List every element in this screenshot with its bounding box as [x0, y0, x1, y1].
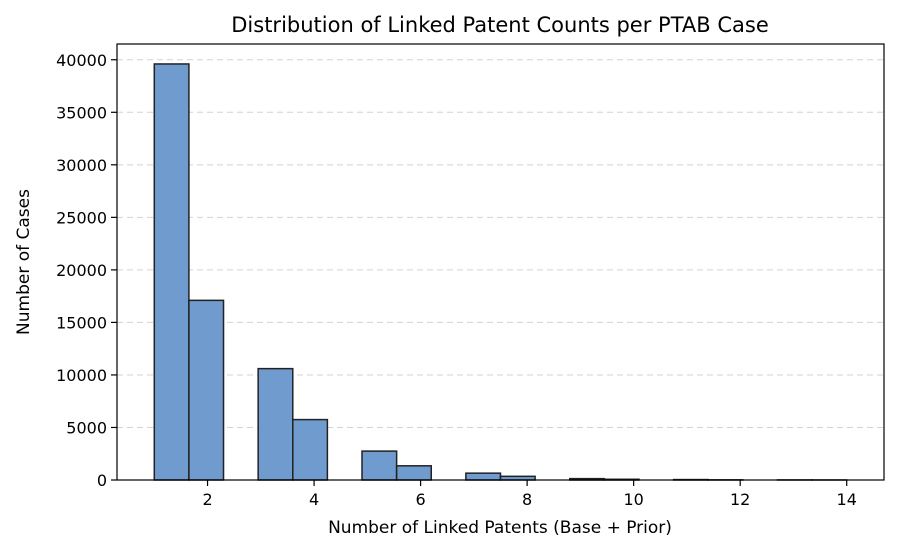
histogram-bar: [257, 367, 294, 481]
histogram-bar: [361, 450, 398, 481]
y-tick-label: 30000: [56, 156, 107, 175]
y-tick-label: 15000: [56, 313, 107, 332]
y-tick-label: 25000: [56, 208, 107, 227]
y-axis-ticks: 0 5000 10000 15000 20000 25000 30000 35000 40000: [56, 51, 117, 490]
x-tick-label: 4: [309, 490, 319, 509]
x-tick-label: 8: [522, 490, 532, 509]
x-tick-label: 14: [837, 490, 857, 509]
x-tick-label: 6: [416, 490, 426, 509]
y-tick-label: 35000: [56, 103, 107, 122]
chart-title: Distribution of Linked Patent Counts per…: [231, 13, 769, 37]
plot-frame: [116, 43, 885, 481]
y-tick-label: 40000: [56, 51, 107, 70]
histogram-bar: [188, 299, 225, 481]
bars: [153, 63, 848, 481]
x-tick-label: 12: [730, 490, 750, 509]
y-tick-label: 10000: [56, 366, 107, 385]
histogram-bar: [292, 418, 329, 481]
y-tick-label: 20000: [56, 261, 107, 280]
x-tick-label: 10: [623, 490, 643, 509]
grid-lines: [117, 59, 884, 428]
histogram-bar: [395, 465, 433, 481]
x-axis-ticks: 2 4 6 8 10 12 14: [202, 480, 857, 509]
x-axis-label: Number of Linked Patents (Base + Prior): [328, 518, 672, 538]
histogram-bar: [153, 63, 190, 481]
x-tick-label: 2: [202, 490, 212, 509]
y-axis-label: Number of Cases: [14, 189, 34, 335]
histogram-bar: [465, 472, 502, 481]
y-tick-label: 5000: [66, 418, 107, 437]
y-tick-label: 0: [97, 471, 107, 490]
